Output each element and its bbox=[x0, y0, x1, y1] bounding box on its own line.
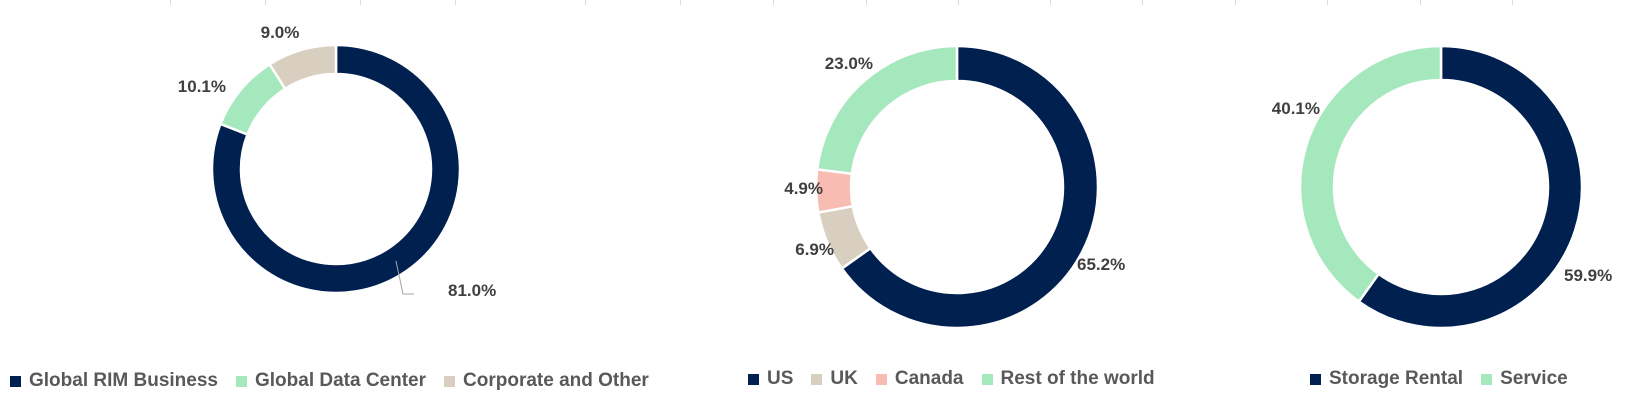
data-label-global-data-center: 10.1% bbox=[178, 77, 226, 96]
donut-slice-corporate-and-other bbox=[267, 43, 338, 91]
legend-item-rest-of-the-world: Rest of the world bbox=[981, 368, 1155, 390]
top-gridline-tick bbox=[1142, 0, 1143, 5]
legend-label: Storage Rental bbox=[1329, 368, 1464, 389]
top-gridline-tick bbox=[866, 0, 867, 5]
data-label-rest-of-the-world: 23.0% bbox=[825, 54, 873, 73]
donut-slice-service bbox=[1298, 44, 1443, 304]
top-gridline-tick bbox=[1050, 0, 1051, 5]
legend-item-us: US bbox=[748, 368, 793, 390]
legend-chart-3: Storage Rental Service bbox=[1310, 368, 1568, 390]
data-label-canada: 4.9% bbox=[784, 179, 823, 198]
top-gridline-tick bbox=[265, 0, 266, 5]
top-gridline-tick bbox=[1512, 0, 1513, 5]
legend-swatch bbox=[981, 373, 993, 385]
legend-label: Global Data Center bbox=[254, 370, 427, 391]
top-gridline-tick bbox=[170, 0, 171, 5]
top-gridline-tick bbox=[680, 0, 681, 5]
donut-slice-us bbox=[840, 44, 1100, 330]
legend-chart-1: Global RIM Business Global Data Center Cor… bbox=[10, 370, 649, 392]
legend-item-uk: UK bbox=[811, 368, 858, 390]
legend-label: UK bbox=[830, 368, 858, 389]
legend-swatch bbox=[1481, 373, 1493, 385]
top-gridline-tick bbox=[360, 0, 361, 5]
top-gridline-tick bbox=[1327, 0, 1328, 5]
data-label-global-rim-business: 81.0% bbox=[448, 281, 496, 300]
legend-swatch bbox=[10, 375, 21, 387]
legend-item-service: Service bbox=[1481, 368, 1568, 390]
data-label-us: 65.2% bbox=[1077, 255, 1125, 274]
data-label-service: 40.1% bbox=[1272, 99, 1320, 118]
legend-swatch bbox=[811, 373, 823, 385]
top-gridline-tick bbox=[773, 0, 774, 5]
legend-label: Corporate and Other bbox=[463, 370, 649, 391]
leader-line bbox=[395, 260, 414, 295]
data-label-storage-rental: 59.9% bbox=[1564, 266, 1612, 285]
donut-slice-rest-of-the-world bbox=[815, 44, 959, 176]
legend-label: US bbox=[767, 368, 794, 389]
legend-swatch bbox=[235, 375, 247, 387]
legend-swatch bbox=[875, 373, 887, 385]
legend-chart-2: US UK Canada Rest of the world bbox=[748, 368, 1155, 390]
donut-chart-2: 65.2% 6.9% 4.9% 23.0% bbox=[784, 44, 1125, 330]
legend-label: Canada bbox=[894, 368, 964, 389]
data-label-uk: 6.9% bbox=[795, 240, 834, 259]
legend-item-storage-rental: Storage Rental bbox=[1310, 368, 1463, 390]
legend-swatch bbox=[444, 375, 456, 387]
legend-item-global-data-center: Global Data Center bbox=[235, 370, 427, 392]
legend-item-corporate-and-other: Corporate and Other bbox=[444, 370, 649, 392]
donut-slice-storage-rental bbox=[1357, 44, 1584, 330]
legend-label: Service bbox=[1500, 368, 1568, 389]
legend-swatch bbox=[748, 373, 759, 385]
data-label-corporate-and-other: 9.0% bbox=[261, 23, 300, 42]
donut-slice-global-rim-business bbox=[210, 43, 462, 295]
legend-label: Rest of the world bbox=[1000, 368, 1155, 389]
legend-item-global-rim-business: Global RIM Business bbox=[10, 370, 218, 392]
top-gridline-tick bbox=[1235, 0, 1236, 5]
top-gridline-tick bbox=[585, 0, 586, 5]
legend-label: Global RIM Business bbox=[29, 370, 218, 391]
legend-swatch bbox=[1310, 373, 1321, 385]
donut-chart-3: 59.9% 40.1% bbox=[1272, 44, 1612, 330]
donut-chart-1: 81.0% 10.1% 9.0% bbox=[178, 23, 496, 300]
top-gridline-tick bbox=[1420, 0, 1421, 5]
legend-item-canada: Canada bbox=[875, 368, 964, 390]
top-gridline-tick bbox=[455, 0, 456, 5]
top-gridline-tick bbox=[958, 0, 959, 5]
